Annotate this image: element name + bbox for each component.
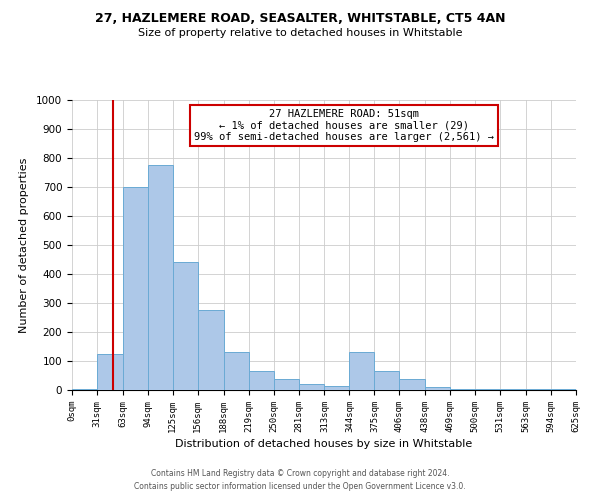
Text: Contains HM Land Registry data © Crown copyright and database right 2024.: Contains HM Land Registry data © Crown c…: [151, 468, 449, 477]
Bar: [475, 388, 500, 390]
Bar: [123, 187, 148, 390]
Bar: [551, 388, 576, 390]
Bar: [526, 388, 551, 390]
Bar: [97, 354, 123, 390]
Text: Size of property relative to detached houses in Whitstable: Size of property relative to detached ho…: [138, 28, 462, 38]
Text: 27 HAZLEMERE ROAD: 51sqm
← 1% of detached houses are smaller (29)
99% of semi-de: 27 HAZLEMERE ROAD: 51sqm ← 1% of detache…: [194, 108, 494, 142]
Bar: [374, 371, 400, 390]
Bar: [299, 384, 325, 390]
Bar: [400, 379, 425, 390]
Bar: [148, 166, 173, 390]
Bar: [173, 262, 198, 390]
Bar: [349, 352, 374, 390]
Bar: [224, 352, 248, 390]
Y-axis label: Number of detached properties: Number of detached properties: [19, 158, 29, 332]
Bar: [325, 386, 349, 390]
Bar: [274, 379, 299, 390]
Bar: [248, 371, 274, 390]
Bar: [425, 387, 450, 390]
Bar: [198, 310, 224, 390]
X-axis label: Distribution of detached houses by size in Whitstable: Distribution of detached houses by size …: [175, 439, 473, 449]
Bar: [72, 388, 97, 390]
Text: Contains public sector information licensed under the Open Government Licence v3: Contains public sector information licen…: [134, 482, 466, 491]
Bar: [500, 388, 526, 390]
Text: 27, HAZLEMERE ROAD, SEASALTER, WHITSTABLE, CT5 4AN: 27, HAZLEMERE ROAD, SEASALTER, WHITSTABL…: [95, 12, 505, 26]
Bar: [450, 388, 475, 390]
